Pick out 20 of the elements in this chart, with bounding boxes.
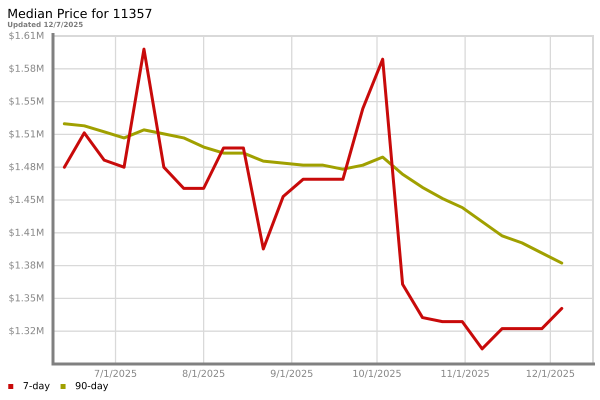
y-tick-label: $1.32M: [9, 326, 44, 336]
x-tick-label: 11/1/2025: [442, 370, 489, 378]
y-tick-label: $1.61M: [9, 32, 44, 40]
x-tick-label: 10/1/2025: [353, 370, 401, 378]
y-tick-label: $1.41M: [9, 228, 44, 238]
y-tick-label: $1.55M: [9, 97, 44, 106]
legend-label: 7-day: [24, 382, 50, 392]
y-tick-label: $1.45M: [9, 196, 44, 204]
y-tick-label: $1.48M: [9, 162, 44, 172]
x-tick-label: 8/1/2025: [182, 370, 224, 378]
chart-title: Median Price for 11357: [8, 8, 152, 18]
line-series: [62, 122, 564, 265]
x-tick-label: 7/1/2025: [94, 370, 136, 378]
x-tick-label: 12/1/2025: [526, 370, 574, 378]
y-tick-label: $1.58M: [9, 64, 44, 74]
y-tick-label: $1.35M: [9, 294, 44, 303]
y-tick-label: $1.38M: [9, 261, 44, 270]
x-tick-label: 9/1/2025: [270, 370, 312, 378]
legend-label: 90-day: [76, 382, 108, 392]
y-tick-label: $1.51M: [9, 130, 44, 139]
